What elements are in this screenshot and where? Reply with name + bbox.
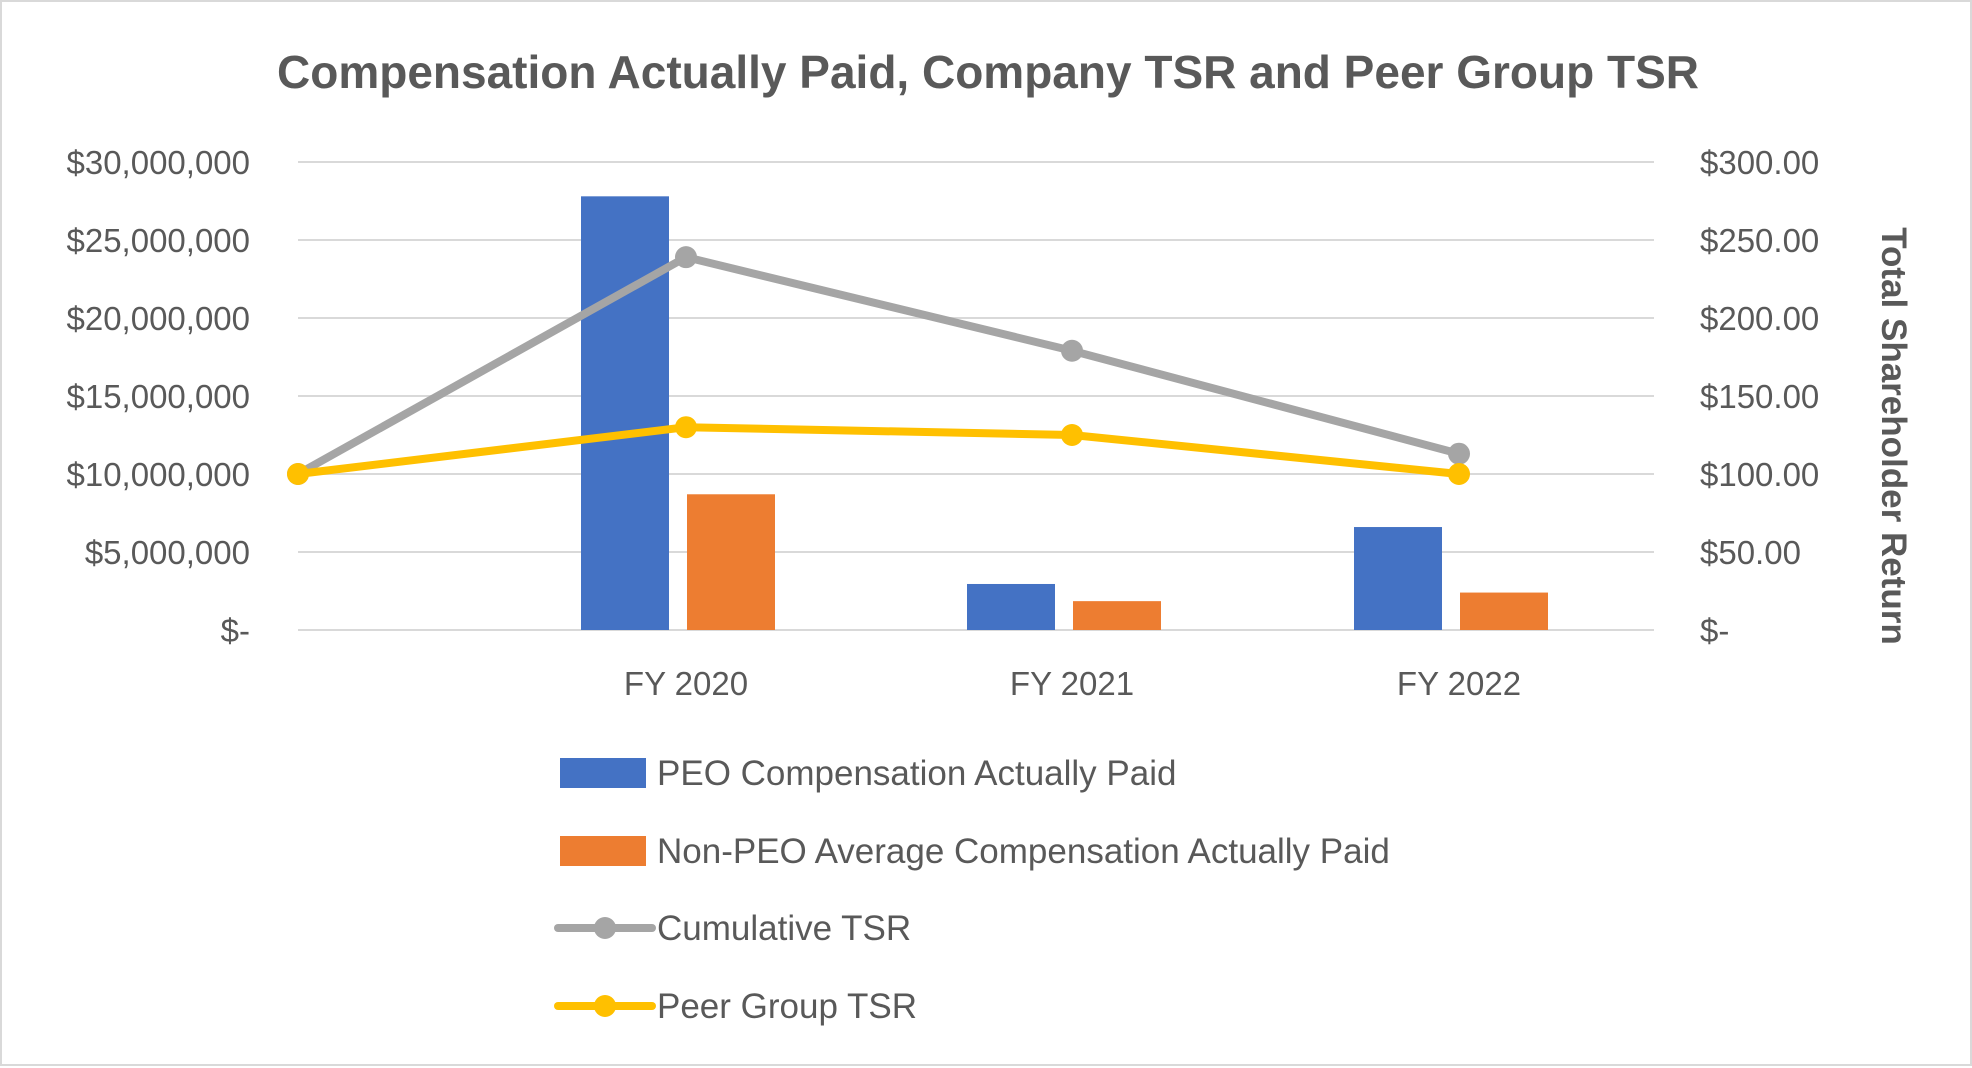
legend-label: Peer Group TSR xyxy=(657,987,917,1026)
right-tick-label: $250.00 xyxy=(1700,222,1819,259)
cumulative-tsr-point xyxy=(1061,339,1083,362)
bar-non-peo-1 xyxy=(1073,601,1161,630)
legend-label: Cumulative TSR xyxy=(657,909,911,948)
chart-title: Compensation Actually Paid, Company TSR … xyxy=(277,46,1699,98)
category-label: FY 2022 xyxy=(1397,665,1521,702)
right-tick-label: $- xyxy=(1700,612,1729,649)
cumulative-tsr-line xyxy=(294,253,1463,478)
right-tick-label: $300.00 xyxy=(1700,144,1819,181)
bars-layer xyxy=(581,196,1548,630)
peer-group-tsr-point xyxy=(1061,424,1083,446)
bar-non-peo-2 xyxy=(1460,592,1548,630)
right-tick-label: $200.00 xyxy=(1700,300,1819,337)
legend-swatch-bar xyxy=(560,836,646,866)
left-tick-label: $25,000,000 xyxy=(66,222,250,259)
peer-group-tsr-point xyxy=(287,463,309,485)
left-tick-label: $5,000,000 xyxy=(85,534,250,571)
legend: PEO Compensation Actually Paid Non-PEO Av… xyxy=(554,754,1390,1026)
left-tick-label: $10,000,000 xyxy=(66,456,250,493)
legend-swatch-marker xyxy=(594,995,616,1017)
lines-layer xyxy=(287,246,1470,485)
peer-group-tsr-point xyxy=(1448,463,1470,485)
cumulative-tsr-point xyxy=(1448,442,1470,465)
left-tick-label: $20,000,000 xyxy=(66,300,250,337)
category-label: FY 2020 xyxy=(624,665,748,702)
bar-peo-2 xyxy=(1354,527,1442,630)
right-axis-title: Total Shareholder Return xyxy=(1874,227,1913,644)
legend-label: Non-PEO Average Compensation Actually Pa… xyxy=(657,832,1390,871)
grid-layer xyxy=(298,161,1654,631)
category-label: FY 2021 xyxy=(1010,665,1134,702)
left-tick-label: $30,000,000 xyxy=(66,144,250,181)
right-tick-label: $100.00 xyxy=(1700,456,1819,493)
cumulative-tsr-point xyxy=(675,246,697,269)
category-labels: FY 2020 FY 2021 FY 2022 xyxy=(624,665,1521,702)
peer-group-tsr-point xyxy=(675,416,697,439)
right-tick-label: $50.00 xyxy=(1700,534,1801,571)
bar-peo-0 xyxy=(581,196,669,630)
peer-group-tsr-line xyxy=(294,423,1463,478)
legend-label: PEO Compensation Actually Paid xyxy=(657,754,1176,793)
left-tick-label: $15,000,000 xyxy=(66,378,250,415)
bar-peo-1 xyxy=(967,583,1055,630)
bar-non-peo-0 xyxy=(687,494,775,630)
left-tick-label: $- xyxy=(221,612,250,649)
legend-swatch-marker xyxy=(594,917,616,939)
legend-swatch-bar xyxy=(560,758,646,788)
right-tick-label: $150.00 xyxy=(1700,378,1819,415)
right-axis-ticks: $- $50.00 $100.00 $150.00 $200.00 $250.00 $300… xyxy=(1700,144,1819,649)
left-axis-ticks: $- $5,000,000 $10,000,000 $15,000,000 $20,00… xyxy=(66,144,250,649)
